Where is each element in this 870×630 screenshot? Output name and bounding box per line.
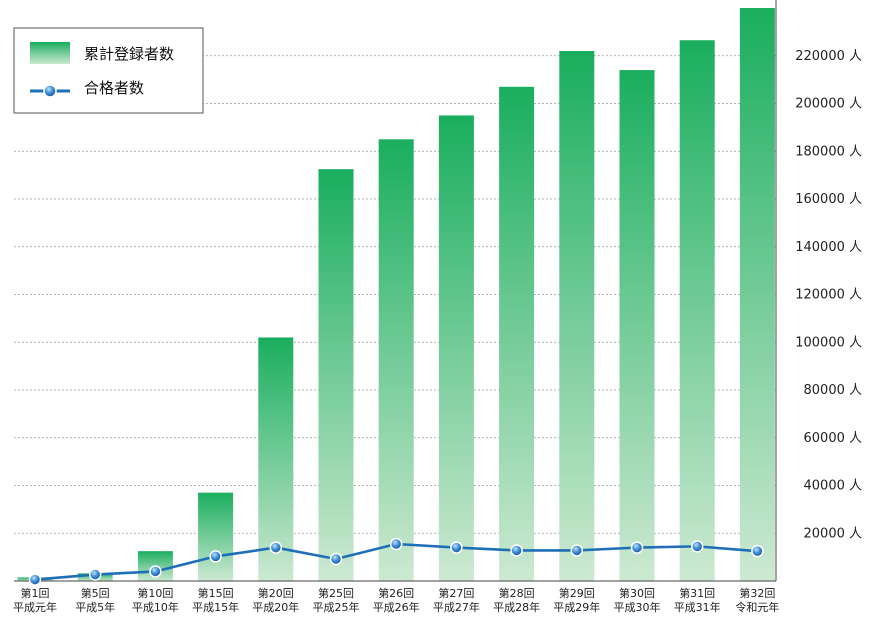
x-tick-label: 第25回 <box>318 586 354 600</box>
x-tick-label: 第29回 <box>559 586 595 600</box>
line-point <box>28 573 42 586</box>
x-tick-label-sub: 平成20年 <box>252 600 299 614</box>
line-point <box>149 565 162 578</box>
x-tick-label: 第5回 <box>81 586 110 600</box>
bar <box>378 139 414 581</box>
x-tick-label-sub: 平成27年 <box>433 600 480 614</box>
legend: 累計登録者数 合格者数 <box>13 27 204 114</box>
x-tick-label-sub: 平成31年 <box>674 600 721 614</box>
bar <box>198 492 234 581</box>
x-tick-label: 第1回 <box>21 586 50 600</box>
x-tick-label-sub: 平成元年 <box>13 600 57 614</box>
y-tick-label: 40000 人 <box>804 479 863 494</box>
y-tick-label: 200000 人 <box>795 97 862 112</box>
x-tick-label-sub: 平成25年 <box>313 600 360 614</box>
x-tick-label-sub: 平成28年 <box>493 600 540 614</box>
x-tick-label: 第30回 <box>619 586 655 600</box>
x-tick-label: 第32回 <box>739 586 775 600</box>
bar <box>619 70 655 581</box>
legend-box <box>13 27 204 114</box>
x-tick-label-sub: 令和元年 <box>735 600 779 614</box>
bar-series <box>17 8 775 582</box>
bar <box>559 50 595 582</box>
line-point <box>751 544 764 558</box>
line-point <box>690 540 704 553</box>
line-point <box>510 544 523 557</box>
x-tick-label: 第15回 <box>198 586 234 600</box>
x-tick-label-sub: 平成5年 <box>75 600 115 614</box>
legend-label-bar: 累計登録者数 <box>84 45 174 63</box>
line-point <box>389 537 403 551</box>
y-tick-label: 20000 人 <box>804 526 863 541</box>
line-point <box>269 541 283 554</box>
y-tick-label: 60000 人 <box>804 431 863 446</box>
y-tick-label: 160000 人 <box>795 192 862 207</box>
legend-swatch-marker <box>43 84 57 98</box>
line-series <box>28 537 764 586</box>
x-tick-label: 第20回 <box>258 586 294 600</box>
x-tick-label: 第28回 <box>499 586 535 600</box>
legend-swatch-bar <box>30 42 70 64</box>
y-tick-label: 100000 人 <box>795 335 862 350</box>
y-tick-label: 140000 人 <box>795 240 862 255</box>
line-point <box>450 541 463 554</box>
bar <box>438 115 474 581</box>
line-point <box>570 544 584 557</box>
bar <box>739 8 775 581</box>
bar <box>318 169 354 581</box>
x-tick-label: 第31回 <box>679 586 715 600</box>
y-tick-label: 80000 人 <box>804 383 863 398</box>
x-tick-label-sub: 平成10年 <box>132 600 179 614</box>
line-point <box>630 541 644 554</box>
line-point <box>88 568 102 581</box>
x-tick-label: 第10回 <box>137 586 173 600</box>
legend-label-line: 合格者数 <box>84 79 144 97</box>
bar <box>679 40 715 581</box>
bar <box>258 337 294 581</box>
x-tick-label-sub: 平成15年 <box>192 600 239 614</box>
bar <box>499 86 535 581</box>
line-point <box>209 550 222 563</box>
x-tick-label-sub: 平成26年 <box>373 600 420 614</box>
x-tick-label-sub: 平成29年 <box>553 600 600 614</box>
x-tick-label: 第26回 <box>378 586 414 600</box>
x-tick-label-sub: 平成30年 <box>614 600 661 614</box>
x-tick-label: 第27回 <box>438 586 474 600</box>
line-point <box>329 552 343 566</box>
y-tick-labels: 20000 人 40000 人 60000 人 80000 人 100000 人 1200… <box>795 49 862 542</box>
y-tick-label: 220000 人 <box>795 49 862 64</box>
y-tick-label: 120000 人 <box>795 288 862 303</box>
y-tick-label: 180000 人 <box>795 144 862 159</box>
